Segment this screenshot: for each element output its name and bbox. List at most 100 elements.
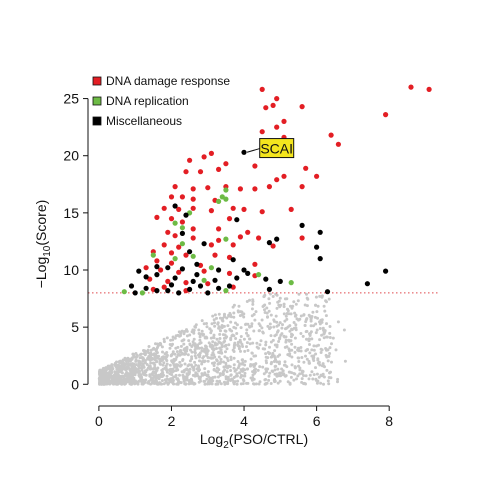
background-point (327, 376, 331, 379)
background-point (322, 375, 326, 379)
background-point (222, 336, 226, 340)
background-point (316, 304, 320, 308)
data-point (237, 234, 243, 240)
background-point (222, 360, 225, 364)
background-point (320, 318, 324, 322)
background-point (178, 380, 182, 384)
background-point (336, 380, 339, 384)
data-point (172, 203, 178, 209)
background-point (251, 373, 255, 377)
background-point (275, 306, 279, 310)
background-point (197, 369, 201, 373)
background-point (265, 306, 269, 310)
background-point (223, 355, 227, 359)
data-point (132, 290, 138, 296)
background-point (198, 335, 202, 339)
background-point (217, 355, 221, 359)
background-point (308, 373, 312, 377)
background-point (245, 345, 248, 349)
data-point (317, 229, 323, 235)
background-point (304, 374, 308, 378)
background-point (277, 303, 281, 307)
background-point (264, 367, 268, 371)
background-point (178, 373, 181, 377)
background-point (243, 349, 247, 353)
background-point (175, 350, 179, 354)
background-point (223, 329, 227, 333)
background-point (187, 372, 191, 376)
background-point (220, 343, 224, 347)
background-point (178, 360, 182, 364)
background-point (223, 339, 227, 343)
background-point (166, 368, 169, 372)
background-point (140, 368, 144, 372)
background-point (134, 363, 138, 367)
background-point (311, 357, 315, 361)
y-axis-title: −Log10(Score) (33, 200, 53, 289)
background-point (235, 332, 239, 335)
background-point (200, 319, 204, 323)
background-point (198, 355, 201, 359)
background-point (282, 363, 286, 367)
data-point (223, 288, 229, 294)
background-point (312, 373, 316, 377)
background-point (212, 367, 216, 371)
background-point (100, 379, 104, 383)
background-point (275, 320, 279, 324)
background-point (195, 367, 199, 371)
background-point (137, 369, 141, 373)
background-point (254, 354, 258, 358)
background-point (289, 375, 293, 379)
background-point (282, 305, 286, 309)
background-point (218, 380, 221, 384)
background-point (276, 329, 280, 333)
background-point (225, 356, 229, 360)
background-point (229, 336, 233, 340)
background-point (290, 332, 293, 336)
background-point (282, 334, 286, 338)
background-point (179, 363, 183, 367)
background-point (323, 309, 327, 313)
data-point (274, 177, 280, 183)
background-point (191, 340, 195, 344)
background-point (170, 353, 174, 357)
background-point (276, 354, 280, 358)
background-point (311, 310, 315, 314)
background-point (288, 329, 292, 333)
data-point (205, 185, 211, 191)
data-point (139, 290, 145, 296)
background-point (197, 364, 200, 368)
background-point (288, 349, 291, 353)
background-point (181, 338, 185, 342)
background-point (226, 359, 230, 363)
background-point (235, 323, 239, 327)
background-points-layer (97, 292, 347, 386)
background-point (138, 356, 142, 360)
annotation-box (259, 138, 295, 159)
background-point (322, 304, 326, 308)
data-point (179, 219, 185, 225)
background-point (155, 360, 159, 363)
background-point (155, 351, 159, 355)
x-tick-label: 2 (168, 413, 176, 429)
background-point (155, 368, 159, 372)
background-point (154, 371, 158, 375)
background-point (299, 349, 303, 353)
x-tick-label: 0 (95, 413, 103, 429)
background-point (165, 370, 169, 374)
background-point (328, 346, 332, 350)
background-point (98, 370, 102, 374)
background-point (190, 350, 194, 354)
background-point (203, 335, 207, 339)
background-point (194, 363, 198, 367)
background-point (275, 343, 279, 347)
background-point (292, 321, 296, 324)
background-point (213, 324, 217, 328)
background-point (232, 325, 236, 329)
background-point (216, 375, 220, 379)
background-point (290, 355, 294, 359)
background-point (187, 379, 191, 382)
background-point (248, 337, 252, 341)
background-point (203, 371, 207, 375)
background-point (157, 373, 161, 377)
